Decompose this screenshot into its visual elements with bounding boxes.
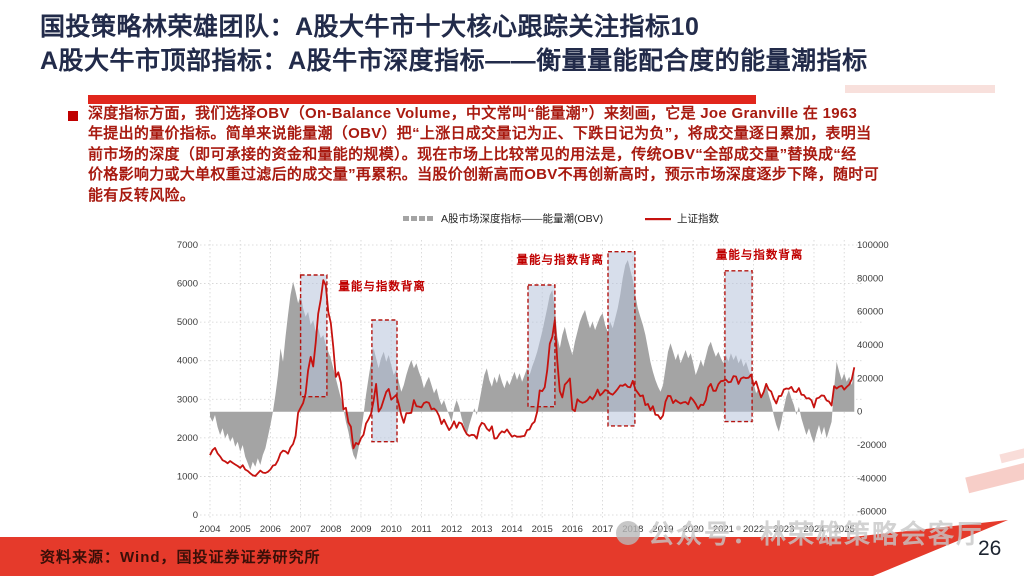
divergence-box-fill <box>371 320 397 442</box>
x-tick-label: 2007 <box>290 524 311 535</box>
divergence-box-fill <box>724 270 753 422</box>
divergence-box-fill <box>528 285 555 407</box>
decorative-streak-small <box>999 445 1024 464</box>
title-underline-bar <box>88 95 756 104</box>
divergence-box-border <box>371 319 398 443</box>
y-right-tick-label: 60000 <box>857 307 883 318</box>
divergence-box-fill <box>608 251 635 426</box>
page-title-line-1: 国投策略林荣雄团队：A股大牛市十大核心跟踪关注指标10 <box>40 13 700 41</box>
x-tick-label: 2015 <box>532 524 553 535</box>
page-number: 26 <box>978 537 1002 560</box>
x-tick-label: 2011 <box>411 524 431 535</box>
y-right-tick-label: 40000 <box>857 340 883 351</box>
divergence-box-fill <box>300 275 327 397</box>
x-tick-label: 2013 <box>471 524 492 535</box>
y-left-tick-label: 2000 <box>177 433 198 444</box>
y-right-tick-label: -60000 <box>857 507 887 518</box>
bullet-square-icon <box>68 111 78 121</box>
page-title-line-2: A股大牛市顶部指标：A股牛市深度指标——衡量量能配合度的能量潮指标 <box>40 47 868 75</box>
x-tick-label: 2014 <box>501 524 522 535</box>
x-tick-label: 2025 <box>834 524 855 535</box>
x-tick-label: 2009 <box>350 524 371 535</box>
divergence-annotation-label: 量能与指数背离 <box>338 279 426 293</box>
y-left-tick-label: 0 <box>193 510 198 521</box>
x-tick-label: 2010 <box>381 524 402 535</box>
source-note: 资料来源：Wind，国投证券证券研究所 <box>40 549 321 566</box>
legend-sse-label: 上证指数 <box>677 212 719 225</box>
y-left-tick-label: 3000 <box>177 394 198 405</box>
watermark: 公众号：林荣雄策略会客厅 <box>616 514 984 551</box>
x-tick-label: 2005 <box>230 524 251 535</box>
legend-obv-swatch <box>403 216 409 221</box>
x-tick-label: 2021 <box>713 524 734 535</box>
divergence-box-border <box>724 270 753 423</box>
y-right-tick-label: 100000 <box>857 240 889 251</box>
y-right-tick-label: 20000 <box>857 373 883 384</box>
body-text-line: 前市场的深度（即可承接的资金和量能的规模）。现在市场上比较常见的用法是，传统OB… <box>88 145 857 163</box>
legend-sse-swatch <box>645 218 671 221</box>
y-left-tick-label: 1000 <box>177 471 198 482</box>
divergence-annotation-label: 量能与指数背离 <box>716 247 804 261</box>
sse-index-line-series <box>209 279 856 477</box>
body-text-line: 价格影响力或大单权重过滤后的成交量”再累积。当股价创新高而OBV不再创新高时，预… <box>88 166 879 184</box>
obv-sse-chart: 2004 2005 2006 2007 2008 2009 2010 2011 2012 2013… <box>177 212 889 535</box>
x-tick-label: 2012 <box>441 524 462 535</box>
x-tick-label: 2008 <box>320 524 341 535</box>
x-tick-label: 2006 <box>260 524 281 535</box>
x-tick-label: 2020 <box>683 524 704 535</box>
body-paragraph: 深度指标方面，我们选择OBV（On-Balance Volume，中文常叫“能量… <box>88 104 993 206</box>
legend-obv-label: A股市场深度指标——能量潮(OBV) <box>441 212 603 225</box>
body-text-line: 年提出的量价指标。简单来说能量潮（OBV）把“上涨日成交量记为正、下跌日记为负”… <box>88 125 872 143</box>
y-left-tick-label: 5000 <box>177 317 198 328</box>
decorative-streak <box>965 458 1024 494</box>
divergence-box-border <box>527 284 556 408</box>
y-left-tick-label: 7000 <box>177 240 198 251</box>
divergence-box-border <box>299 274 328 398</box>
x-tick-label: 2023 <box>773 524 794 535</box>
y-right-tick-label: -40000 <box>857 473 887 484</box>
page-title: 国投策略林荣雄团队：A股大牛市十大核心跟踪关注指标10 A股大牛市顶部指标：A股… <box>40 10 1000 78</box>
x-tick-label: 2022 <box>743 524 764 535</box>
watermark-text: 公众号：林荣雄策略会客厅 <box>648 519 985 549</box>
y-right-tick-label: -20000 <box>857 440 887 451</box>
x-tick-label: 2019 <box>652 524 673 535</box>
divergence-box-border <box>607 251 636 427</box>
x-tick-label: 2004 <box>199 524 220 535</box>
body-text-line: 能有反转风险。 <box>88 186 196 204</box>
y-right-tick-label: 80000 <box>857 273 883 284</box>
legend-obv-swatch <box>411 216 417 221</box>
divergence-annotation-label: 量能与指数背离 <box>517 252 605 266</box>
legend-obv-swatch <box>419 216 425 221</box>
y-left-tick-label: 4000 <box>177 356 198 367</box>
decorative-strip-top-right <box>845 85 995 93</box>
x-tick-label: 2017 <box>592 524 613 535</box>
watermark-logo-icon <box>616 520 640 545</box>
x-tick-label: 2024 <box>803 524 824 535</box>
body-text-line: 深度指标方面，我们选择OBV（On-Balance Volume，中文常叫“能量… <box>88 105 858 122</box>
legend-obv-swatch <box>427 216 433 221</box>
x-tick-label: 2016 <box>562 524 583 535</box>
y-right-tick-label: 0 <box>857 407 862 418</box>
y-left-tick-label: 6000 <box>177 279 198 290</box>
